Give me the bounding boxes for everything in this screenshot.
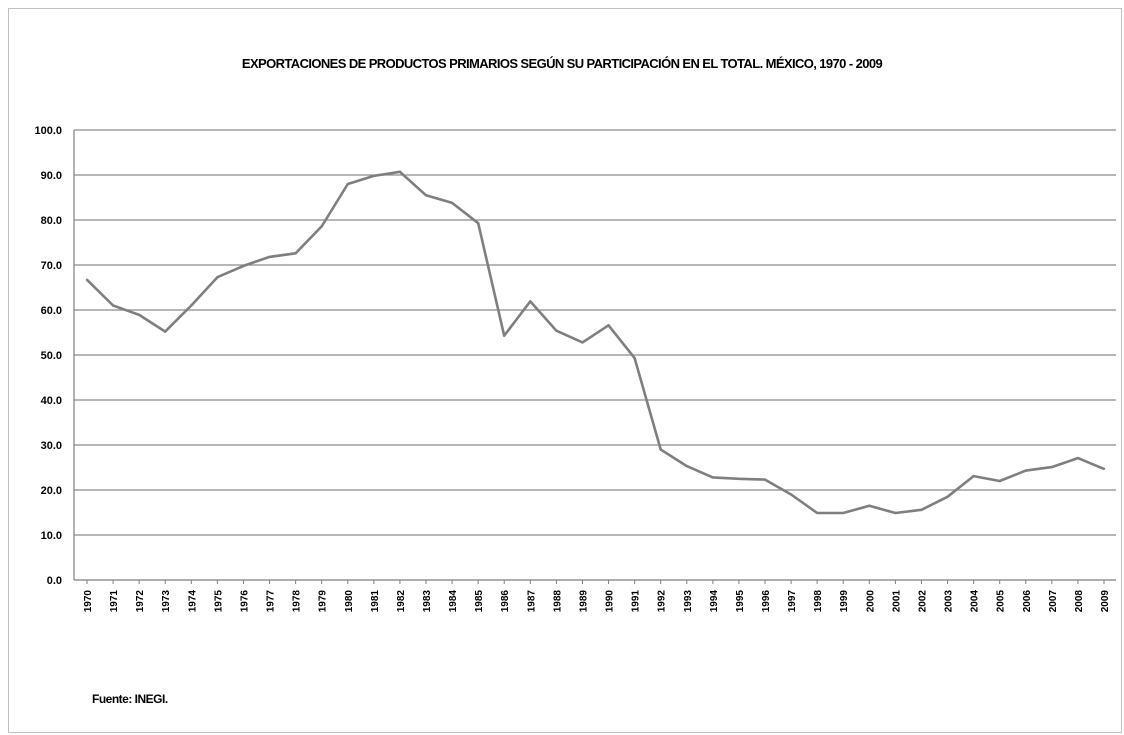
x-tick-label: 1991 [631, 590, 642, 613]
data-point [737, 477, 741, 480]
x-tick-label: 1976 [239, 590, 250, 613]
x-tick-label: 1987 [526, 590, 537, 613]
x-tick-label: 1999 [839, 590, 850, 613]
data-point [815, 511, 819, 515]
data-point [555, 329, 558, 332]
x-tick-label: 1992 [657, 590, 668, 613]
x-tick-label: 1978 [292, 590, 303, 613]
x-tick-label: 1982 [396, 590, 407, 613]
x-tick-label: 1983 [422, 590, 433, 613]
y-tick-label: 90.0 [41, 170, 62, 182]
data-point [450, 201, 454, 205]
chart-frame [8, 8, 1122, 733]
data-point [503, 334, 506, 337]
x-tick-label: 1985 [474, 590, 485, 613]
data-point [1102, 467, 1106, 471]
data-point [268, 255, 271, 259]
x-tick-label: 1975 [213, 590, 224, 613]
data-point [1024, 469, 1027, 472]
y-tick-label: 20.0 [41, 485, 62, 497]
x-tick-label: 1977 [266, 590, 277, 613]
x-tick-label: 1994 [709, 590, 720, 613]
x-tick-label: 2006 [1022, 590, 1033, 613]
x-tick-label: 1984 [448, 590, 459, 613]
data-point [294, 252, 297, 255]
x-tick-label: 1996 [761, 590, 772, 613]
data-point [972, 474, 975, 478]
x-tick-label: 1993 [683, 590, 694, 613]
data-point [763, 478, 767, 481]
y-tick-label: 70.0 [41, 260, 62, 272]
data-point [789, 493, 793, 496]
data-point [868, 504, 871, 507]
data-point [476, 221, 480, 225]
series-line [86, 170, 1105, 515]
x-tick-label: 1974 [187, 590, 198, 613]
x-tick-label: 1988 [552, 590, 563, 613]
y-tick-label: 50.0 [41, 350, 62, 362]
x-tick-label: 1981 [370, 590, 381, 613]
data-point [894, 511, 897, 515]
y-tick-label: 60.0 [41, 305, 62, 317]
data-point [607, 324, 610, 327]
data-point [320, 225, 323, 228]
x-tick-label: 2007 [1048, 590, 1059, 613]
x-tick-label: 1998 [813, 590, 824, 613]
x-tick-label: 1986 [500, 590, 511, 613]
y-tick-label: 40.0 [41, 395, 62, 407]
data-point [659, 448, 662, 451]
y-tick-label: 30.0 [41, 440, 62, 452]
x-tick-label: 2001 [891, 590, 902, 613]
data-point [842, 511, 845, 515]
x-tick-label: 2002 [917, 590, 928, 613]
data-point [1050, 465, 1054, 469]
x-tick-label: 1973 [161, 590, 172, 613]
data-point [998, 479, 1001, 483]
x-tick-label: 1972 [135, 590, 146, 613]
data-point [242, 264, 245, 268]
data-point [920, 508, 923, 511]
y-tick-label: 80.0 [41, 215, 62, 227]
y-tick-label: 100.0 [34, 125, 62, 137]
x-tick-label: 1979 [318, 590, 329, 613]
data-point [190, 304, 193, 307]
data-point [346, 182, 349, 186]
x-tick-label: 2005 [996, 590, 1007, 613]
x-tick-label: 2000 [865, 590, 876, 613]
x-tick-label: 1971 [109, 590, 120, 613]
x-tick-label: 2008 [1074, 590, 1085, 613]
x-tick-label: 2003 [944, 590, 955, 613]
x-tick-label: 1970 [83, 590, 94, 613]
data-point [529, 300, 532, 303]
data-point [164, 330, 167, 333]
data-point [398, 170, 402, 174]
data-point [581, 341, 584, 344]
source-note: Fuente: INEGI. [92, 692, 168, 706]
data-point [137, 313, 141, 317]
data-point [85, 278, 89, 282]
x-tick-label: 1990 [605, 590, 616, 613]
data-point [711, 476, 715, 479]
data-point [372, 174, 376, 178]
x-tick-label: 1980 [344, 590, 355, 613]
data-point [633, 356, 636, 360]
data-point [111, 304, 115, 307]
x-tick-label: 1997 [787, 590, 798, 613]
data-point [1076, 456, 1080, 460]
x-tick-label: 2009 [1100, 590, 1111, 613]
x-tick-label: 1995 [735, 590, 746, 613]
x-tick-label: 1989 [578, 590, 589, 613]
x-tick-label: 2004 [970, 590, 981, 613]
data-point [424, 194, 428, 197]
data-point [685, 464, 688, 468]
data-point [946, 495, 949, 498]
chart-title: EXPORTACIONES DE PRODUCTOS PRIMARIOS SEG… [241, 56, 883, 71]
data-point [216, 275, 219, 279]
y-tick-label: 0.0 [47, 575, 62, 587]
y-tick-label: 10.0 [41, 530, 62, 542]
